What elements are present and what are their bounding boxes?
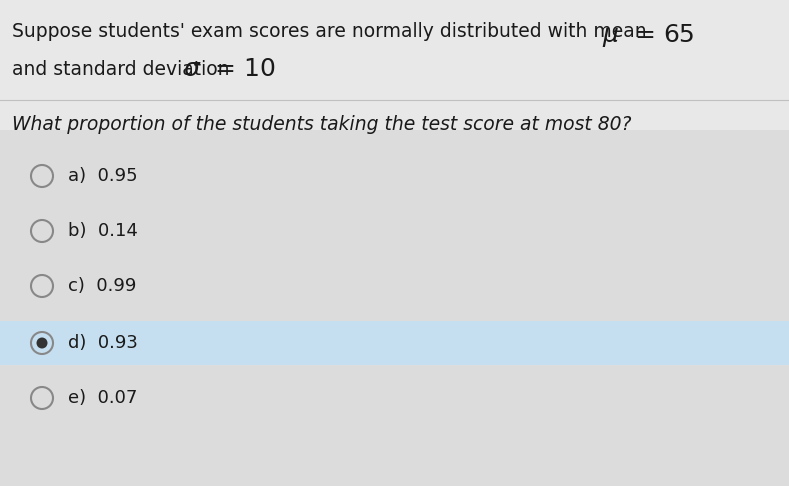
Text: $\sigma$  = 10: $\sigma$ = 10 (183, 57, 276, 81)
Text: b)  0.14: b) 0.14 (68, 222, 138, 240)
Text: Suppose students' exam scores are normally distributed with mean: Suppose students' exam scores are normal… (12, 22, 659, 41)
Text: $\mu$  = 65: $\mu$ = 65 (602, 22, 694, 49)
Text: d)  0.93: d) 0.93 (68, 334, 138, 352)
FancyBboxPatch shape (0, 0, 789, 130)
Text: e)  0.07: e) 0.07 (68, 389, 137, 407)
Text: c)  0.99: c) 0.99 (68, 277, 136, 295)
Text: a)  0.95: a) 0.95 (68, 167, 137, 185)
FancyBboxPatch shape (0, 321, 789, 365)
Text: What proportion of the students taking the test score at most 80?: What proportion of the students taking t… (12, 115, 631, 134)
Text: and standard deviation: and standard deviation (12, 60, 235, 79)
Circle shape (36, 337, 47, 348)
